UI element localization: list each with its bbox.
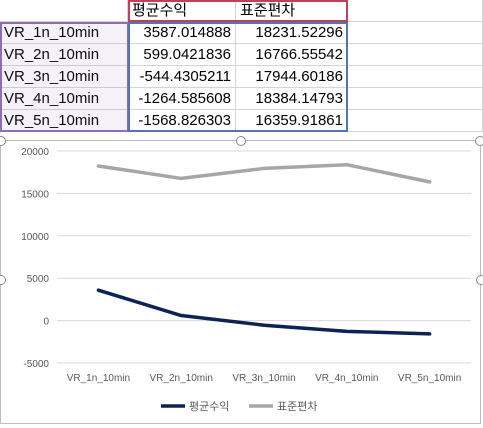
table-row: VR_5n_10min -1568.826303 16359.91861 <box>0 110 483 132</box>
row-label[interactable]: VR_5n_10min <box>0 110 128 132</box>
empty-cell[interactable] <box>348 44 483 66</box>
std-value[interactable]: 16359.91861 <box>236 110 348 132</box>
x-tick-label: VR_2n_10min <box>150 373 213 384</box>
resize-handle-left[interactable] <box>0 275 6 285</box>
y-tick-label: 0 <box>43 317 49 328</box>
table-row: VR_3n_10min -544.4305211 17944.60186 <box>0 66 483 88</box>
resize-handle-right[interactable] <box>476 275 483 285</box>
row-label[interactable]: VR_1n_10min <box>0 22 128 44</box>
x-tick-label: VR_1n_10min <box>67 373 130 384</box>
empty-cell[interactable] <box>348 88 483 110</box>
y-tick-label: 5000 <box>27 274 50 285</box>
y-tick-label: 15000 <box>21 189 49 200</box>
cell-a1[interactable] <box>0 0 128 22</box>
resize-handle-top-right[interactable] <box>475 136 483 146</box>
series-line <box>96 288 432 336</box>
mean-value[interactable]: 3587.014888 <box>128 22 236 44</box>
mean-value[interactable]: -1264.585608 <box>128 88 236 110</box>
table-row: VR_2n_10min 599.0421836 16766.55542 <box>0 44 483 66</box>
y-tick-label: 20000 <box>21 147 49 158</box>
empty-cell[interactable] <box>348 110 483 132</box>
table-row: VR_4n_10min -1264.585608 18384.14793 <box>0 88 483 110</box>
legend-label: 표준편차 <box>277 400 317 413</box>
header-row: 평균수익 표준편차 <box>0 0 483 22</box>
mean-value[interactable]: -544.4305211 <box>128 66 236 88</box>
row-label[interactable]: VR_4n_10min <box>0 88 128 110</box>
std-value[interactable]: 18384.14793 <box>236 88 348 110</box>
mean-value[interactable]: 599.0421836 <box>128 44 236 66</box>
header-mean[interactable]: 평균수익 <box>128 0 236 22</box>
cell-d1[interactable] <box>348 0 483 22</box>
spreadsheet-grid: 평균수익 표준편차 VR_1n_10min 3587.014888 18231.… <box>0 0 483 140</box>
x-tick-label: VR_5n_10min <box>398 373 461 384</box>
x-tick-label: VR_3n_10min <box>232 373 295 384</box>
std-value[interactable]: 16766.55542 <box>236 44 348 66</box>
y-tick-label: -5000 <box>23 359 49 370</box>
table-row: VR_1n_10min 3587.014888 18231.52296 <box>0 22 483 44</box>
resize-handle-top[interactable] <box>236 136 246 146</box>
y-tick-label: 10000 <box>21 232 49 243</box>
chart-plot: 20000 15000 10000 5000 0 -5000 VR_1n_10min VR_2… <box>21 147 471 413</box>
line-chart[interactable]: 20000 15000 10000 5000 0 -5000 VR_1n_10min VR_2… <box>0 140 481 424</box>
empty-cell[interactable] <box>348 22 483 44</box>
resize-handle-top-left[interactable] <box>0 136 6 146</box>
std-value[interactable]: 17944.60186 <box>236 66 348 88</box>
x-tick-label: VR_4n_10min <box>315 373 378 384</box>
std-value[interactable]: 18231.52296 <box>236 22 348 44</box>
mean-value[interactable]: -1568.826303 <box>128 110 236 132</box>
row-label[interactable]: VR_3n_10min <box>0 66 128 88</box>
empty-cell[interactable] <box>348 66 483 88</box>
header-std[interactable]: 표준편차 <box>236 0 348 22</box>
series-line <box>96 162 432 184</box>
row-label[interactable]: VR_2n_10min <box>0 44 128 66</box>
legend-label: 평균수익 <box>189 400 229 413</box>
